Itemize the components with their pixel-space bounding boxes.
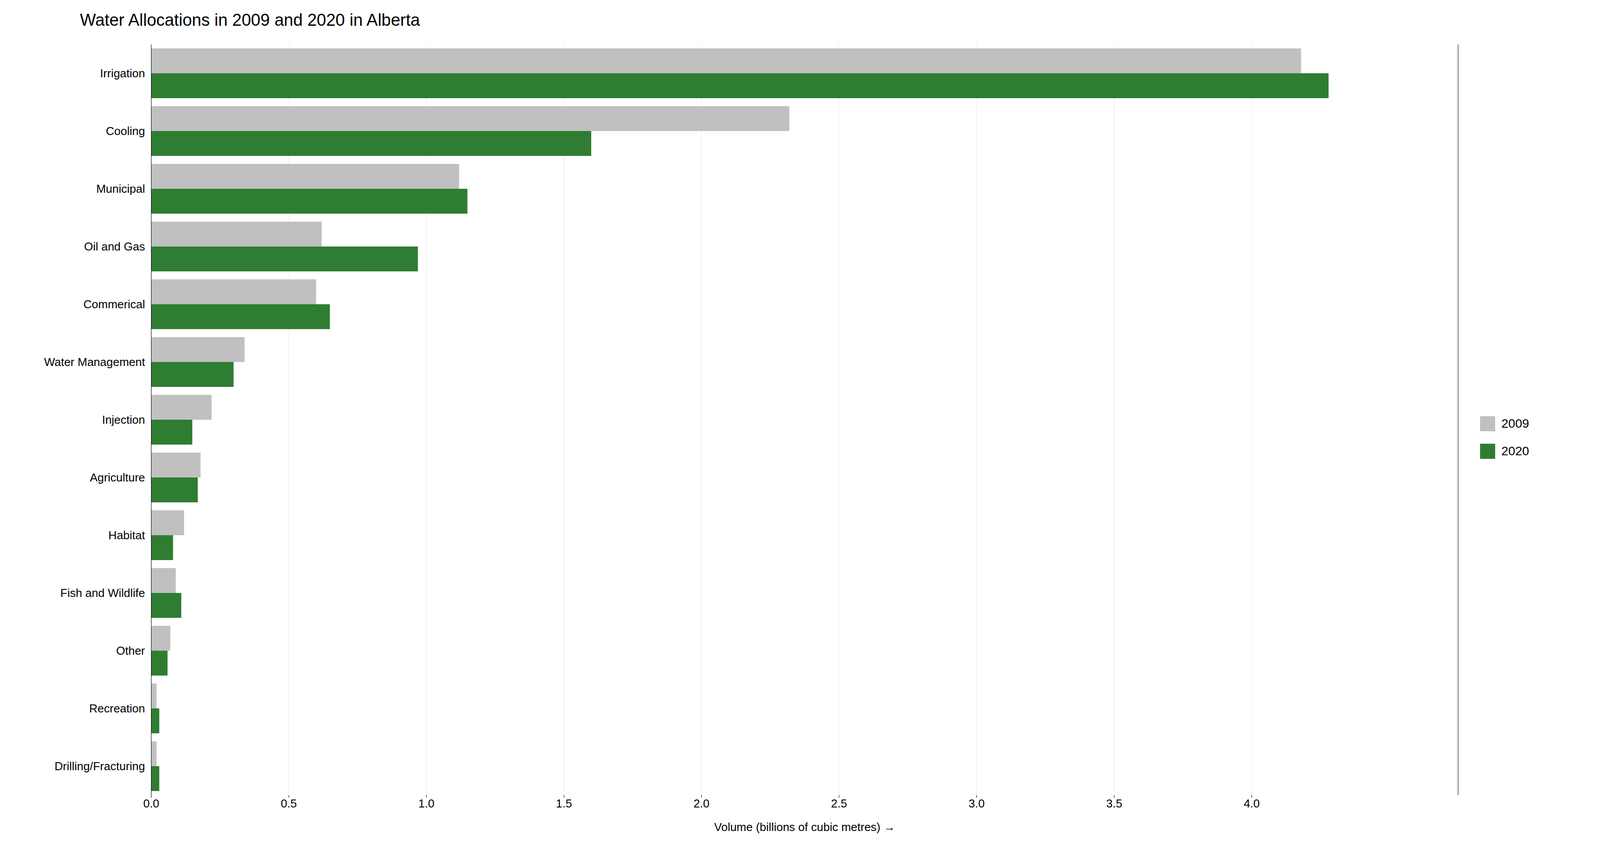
svg-text:Cooling: Cooling	[105, 124, 145, 138]
svg-text:Agriculture: Agriculture	[89, 470, 145, 485]
svg-text:Commerical: Commerical	[83, 297, 146, 311]
svg-text:1.0: 1.0	[418, 796, 435, 811]
svg-text:4.0: 4.0	[1243, 796, 1260, 811]
svg-text:Water Management: Water Management	[43, 355, 146, 369]
svg-text:0.0: 0.0	[143, 796, 160, 811]
svg-text:Drilling/Fracturing: Drilling/Fracturing	[54, 759, 146, 773]
svg-text:2.5: 2.5	[831, 796, 848, 811]
svg-text:Recreation: Recreation	[89, 701, 146, 716]
svg-text:3.5: 3.5	[1106, 796, 1123, 811]
html-text:2009: 2009	[1501, 416, 1530, 431]
svg-text:0.5: 0.5	[280, 796, 297, 811]
svg-text:Injection: Injection	[102, 413, 146, 427]
html-text:Water Allocations in 2009 and: Water Allocations in 2009 and 2020 in Al…	[79, 10, 420, 30]
svg-text:2.0: 2.0	[693, 796, 710, 811]
svg-text:Irrigation: Irrigation	[99, 66, 145, 80]
svg-text:Oil and Gas: Oil and Gas	[83, 239, 145, 254]
svg-text:3.0: 3.0	[968, 796, 985, 811]
svg-text:Habitat: Habitat	[108, 528, 146, 542]
svg-text:Other: Other	[115, 644, 145, 658]
svg-text:Volume (billions of cubic metr: Volume (billions of cubic metres) →	[714, 820, 896, 834]
html-text:2020: 2020	[1501, 443, 1530, 458]
svg-text:Municipal: Municipal	[96, 182, 146, 196]
svg-text:1.5: 1.5	[555, 796, 572, 811]
svg-text:Fish and Wildlife: Fish and Wildlife	[60, 586, 146, 600]
